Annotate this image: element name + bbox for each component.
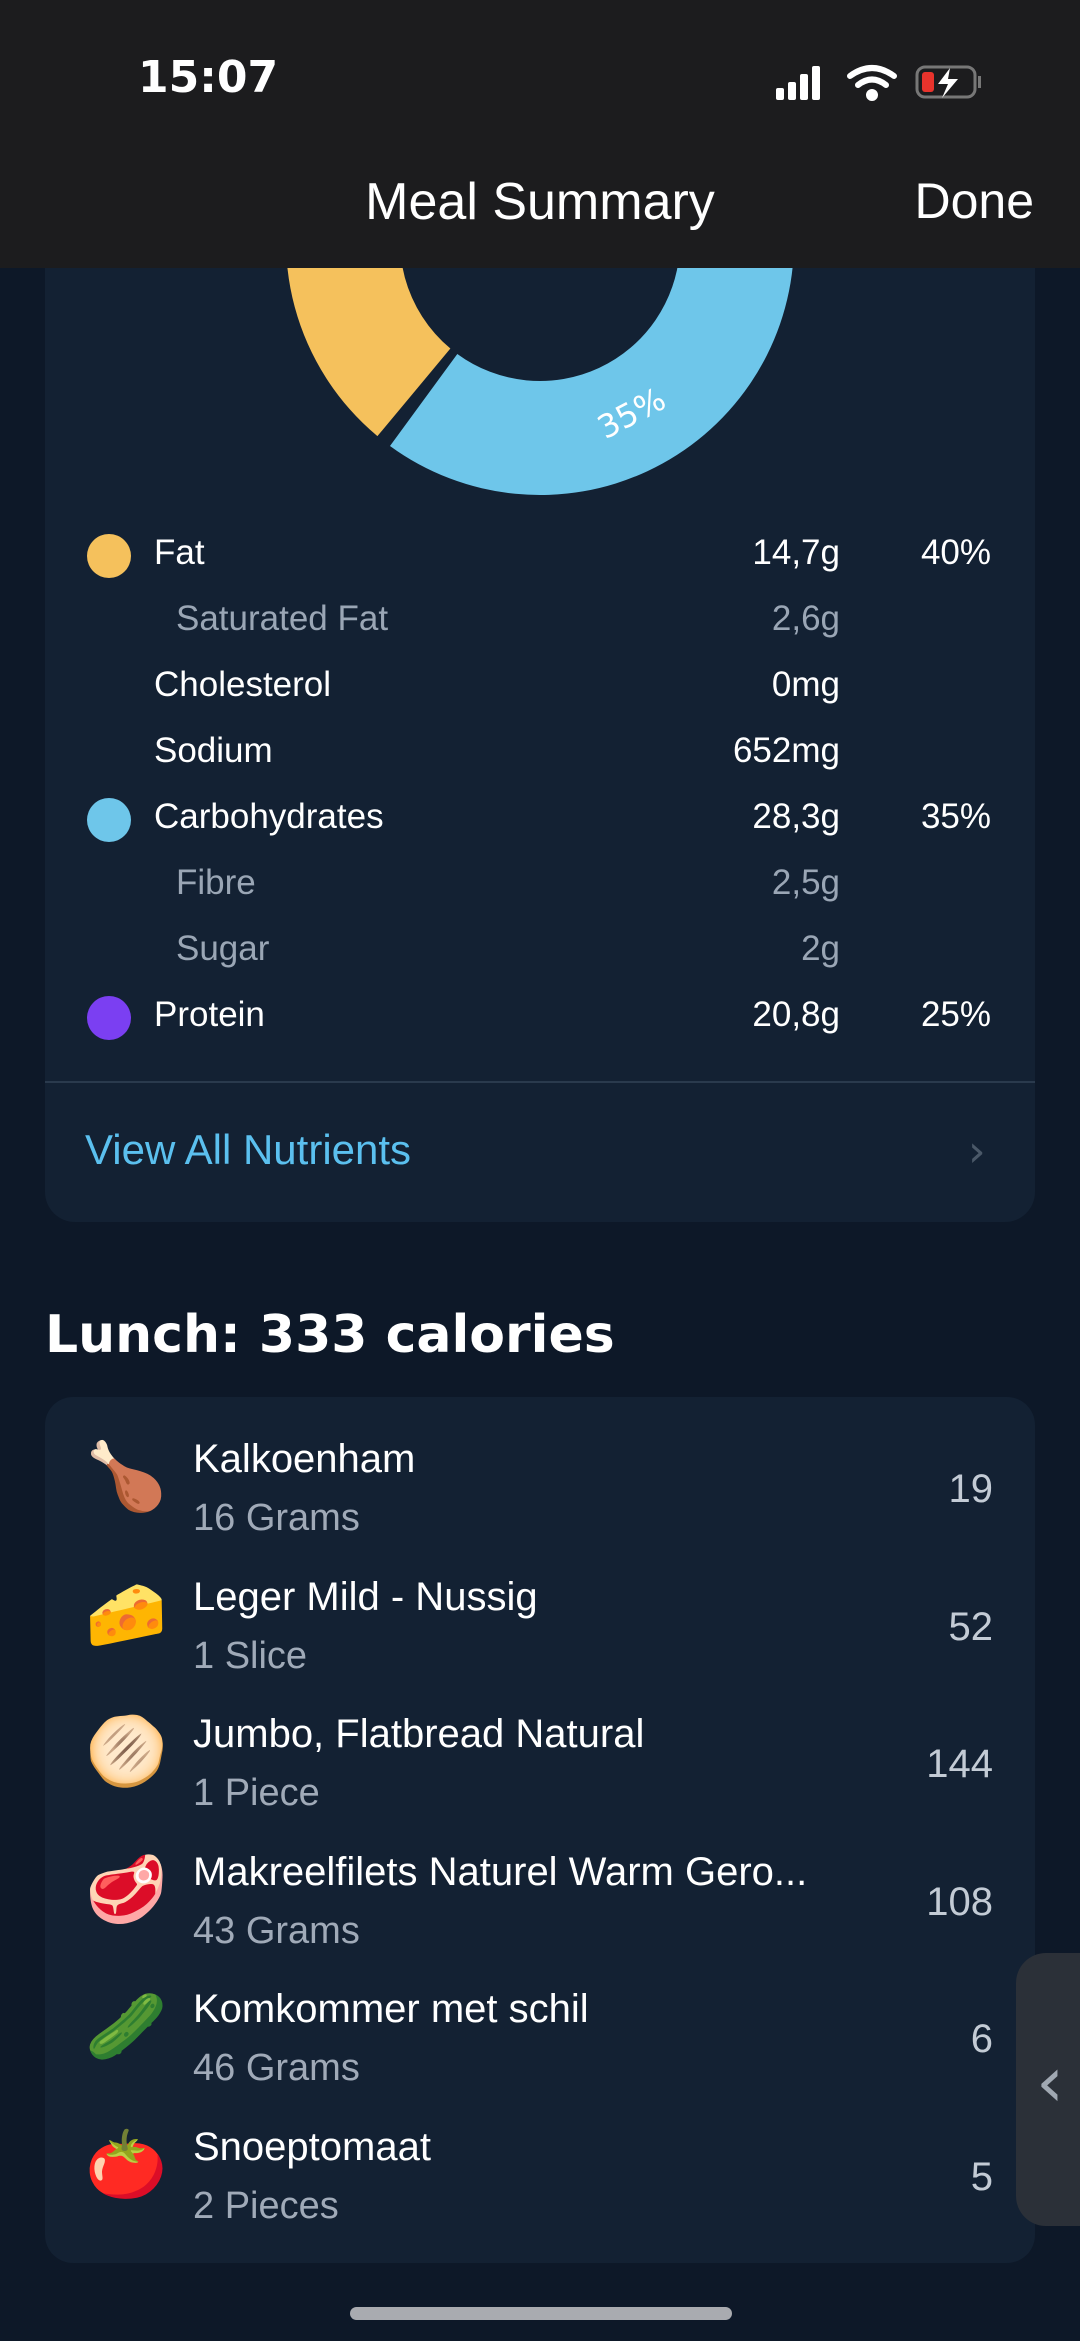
- battery-charging-icon: [915, 65, 981, 99]
- done-button[interactable]: Done: [914, 173, 1034, 229]
- food-amount: 43 Grams: [193, 1909, 360, 1952]
- food-item[interactable]: 🧀 Leger Mild - Nussig 1 Slice 52: [45, 1545, 1035, 1682]
- lunch-food-list: [45, 1397, 1035, 2263]
- nutrient-label: Cholesterol: [154, 665, 332, 704]
- wifi-icon: [847, 65, 897, 101]
- nutrient-value: 14,7g: [752, 533, 840, 572]
- nutrient-value: 2,6g: [771, 599, 840, 638]
- nutrient-percent: 40%: [920, 533, 991, 572]
- food-item[interactable]: 🍗 Kalkoenham 16 Grams 19: [45, 1407, 1035, 1544]
- food-name: Makreelfilets Naturel Warm Gero...: [193, 1849, 808, 1894]
- nutrient-row: Protein 20,8g 25%: [0, 985, 1080, 1051]
- nutrient-value: 0mg: [771, 665, 840, 704]
- nutrient-percent: 25%: [920, 995, 991, 1034]
- food-item[interactable]: 🍅 Snoeptomaat 2 Pieces 5: [45, 2095, 1035, 2232]
- food-amount: 1 Piece: [193, 1772, 320, 1814]
- nutrient-label: Fibre: [176, 863, 256, 902]
- nutrient-row: Sugar 2g: [0, 919, 1080, 985]
- food-amount: 2 Pieces: [193, 2184, 339, 2227]
- nutrient-row: Cholesterol 0mg: [0, 655, 1080, 721]
- nutrient-label: Carbohydrates: [154, 797, 384, 836]
- food-icon: 🥒: [85, 1988, 168, 2065]
- nutrient-label: Fat: [154, 533, 205, 572]
- food-name: Snoeptomaat: [193, 2124, 431, 2169]
- food-calories: 19: [948, 1467, 994, 1511]
- status-time: 15:07: [138, 52, 279, 103]
- nutrient-row: Carbohydrates 28,3g 35%: [0, 787, 1080, 853]
- food-name: Jumbo, Flatbread Natural: [193, 1712, 645, 1756]
- nutrient-value: 2g: [801, 929, 840, 968]
- nutrient-label: Sodium: [154, 731, 273, 770]
- food-item[interactable]: 🫓 Jumbo, Flatbread Natural 1 Piece 144: [45, 1682, 1035, 1819]
- food-icon: 🫓: [85, 1713, 168, 1790]
- chevron-right-icon[interactable]: ›: [968, 1126, 986, 1177]
- nutrient-value: 2,5g: [771, 863, 840, 902]
- protein-color-dot: [87, 996, 131, 1040]
- view-all-nutrients-link[interactable]: View All Nutrients: [85, 1126, 412, 1173]
- nutrient-value: 28,3g: [752, 797, 840, 836]
- food-icon: 🥩: [85, 1850, 168, 1928]
- side-panel-handle[interactable]: ‹: [1016, 1953, 1080, 2226]
- food-calories: 5: [970, 2154, 993, 2199]
- food-calories: 6: [970, 2017, 993, 2061]
- nutrient-row: Fat 14,7g 40%: [0, 523, 1080, 589]
- food-icon: 🍅: [85, 2125, 168, 2203]
- food-icon: 🍗: [85, 1438, 168, 1515]
- signal-icon: [776, 66, 820, 100]
- divider: [45, 1081, 1035, 1083]
- nutrient-label: Saturated Fat: [176, 599, 389, 638]
- food-calories: 52: [948, 1604, 994, 1649]
- nutrition-card: [45, 200, 1035, 1222]
- nutrient-row: Sodium 652mg: [0, 721, 1080, 787]
- nutrient-value: 652mg: [732, 731, 840, 770]
- food-name: Leger Mild - Nussig: [193, 1574, 538, 1619]
- food-amount: 46 Grams: [193, 2047, 360, 2089]
- food-icon: 🧀: [85, 1575, 168, 1653]
- status-icons: [776, 65, 981, 101]
- nutrient-label: Protein: [154, 995, 265, 1034]
- lunch-heading: Lunch: 333 calories: [45, 1305, 615, 1365]
- food-name: Komkommer met schil: [193, 1987, 589, 2031]
- nutrient-label: Sugar: [176, 929, 270, 968]
- home-indicator: [350, 2307, 732, 2320]
- food-calories: 144: [926, 1742, 993, 1786]
- nutrient-row: Fibre 2,5g: [0, 853, 1080, 919]
- chevron-left-icon: ‹: [1036, 2041, 1064, 2123]
- food-amount: 16 Grams: [193, 1497, 360, 1539]
- carbohydrates-color-dot: [87, 798, 131, 842]
- food-item[interactable]: 🥩 Makreelfilets Naturel Warm Gero... 43 …: [45, 1820, 1035, 1957]
- page-title: Meal Summary: [365, 173, 715, 231]
- nutrient-row: Saturated Fat 2,6g: [0, 589, 1080, 655]
- nutrient-percent: 35%: [920, 797, 991, 836]
- nav-header: 15:07 Meal Summary Done: [0, 0, 1080, 268]
- food-item[interactable]: 🥒 Komkommer met schil 46 Grams 6: [45, 1957, 1035, 2094]
- carbohydrates-slice: [389, 250, 794, 495]
- food-name: Kalkoenham: [193, 1437, 416, 1481]
- food-calories: 108: [926, 1879, 993, 1924]
- nutrient-value: 20,8g: [752, 995, 840, 1034]
- food-amount: 1 Slice: [193, 1634, 308, 1677]
- fat-color-dot: [87, 534, 131, 578]
